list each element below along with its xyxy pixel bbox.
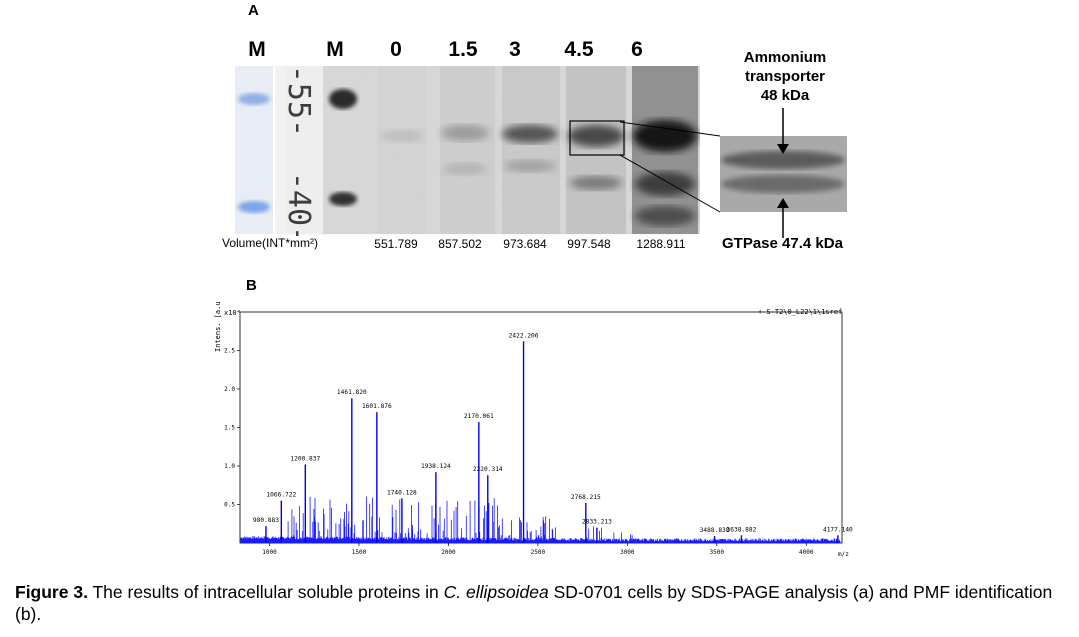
volume-value-4-5: 997.548 — [567, 237, 611, 251]
sds-page-gel-image: -55- -40- — [235, 66, 700, 236]
peak-label: 1200.837 — [290, 455, 320, 462]
peak-label: 2220.314 — [473, 466, 503, 473]
caption-figure-number: Figure 3. — [15, 582, 88, 602]
gtpase-callout: GTPase 47.4 kDa — [722, 235, 843, 252]
x-tick-label: 3500 — [710, 549, 725, 556]
peak-label: 2422.206 — [509, 332, 539, 339]
callout-line-3: 48 kDa — [760, 87, 810, 104]
peak-label: 2833.213 — [582, 519, 612, 526]
marker-label-40: -40- — [281, 172, 316, 236]
x-tick-label: 2500 — [531, 549, 546, 556]
volume-value-6: 1288.911 — [636, 237, 686, 251]
peak-label: 3638.882 — [727, 526, 757, 533]
callout-line-1: Ammonium — [743, 49, 827, 66]
panel-a-letter: A — [248, 2, 259, 19]
peak-label: 1601.876 — [362, 403, 392, 410]
volume-value-0: 551.789 — [374, 237, 418, 251]
peak-label: 1740.128 — [387, 489, 417, 496]
x-tick-label: 4000 — [799, 549, 814, 556]
marker-label-55: -55- — [281, 66, 316, 137]
x-tick-label: 2000 — [441, 549, 456, 556]
y-tick-label: 1.5 — [224, 425, 235, 432]
figure-caption: Figure 3. The results of intracellular s… — [15, 581, 1070, 625]
peak-label: 2768.215 — [571, 494, 601, 501]
y-tick-label: 1.0 — [224, 463, 235, 470]
peak-label: 3488.838 — [700, 527, 730, 534]
peak-label: 4177.140 — [823, 526, 853, 533]
lane-label-0: 0 — [390, 38, 402, 61]
band-arrows — [777, 108, 789, 238]
lane-label-6: 6 — [631, 38, 643, 61]
ammonium-transporter-callout: Ammonium transporter 48 kDa — [720, 48, 850, 105]
x-axis-unit: m/z — [838, 551, 849, 558]
zoom-connector-lines — [620, 121, 721, 213]
lane-label-4-5: 4.5 — [564, 38, 594, 61]
arrow-down-icon — [777, 144, 789, 154]
y-tick-label: 2.0 — [224, 386, 235, 393]
caption-text-2: SD-0701 cells by SDS-PAGE analysis (a) a… — [15, 582, 1053, 624]
volume-value-3: 973.684 — [503, 237, 547, 251]
lane-label-3: 3 — [509, 38, 521, 61]
lane-label-m2: M — [326, 38, 344, 61]
peak-label: 1938.124 — [421, 463, 451, 470]
spectrum-baseline — [240, 496, 841, 543]
caption-species: C. ellipsoidea — [443, 582, 549, 602]
x-tick-label: 3000 — [620, 549, 635, 556]
peak-label: 2170.061 — [464, 413, 494, 420]
volume-value-1-5: 857.502 — [438, 237, 482, 251]
panel-b-letter: B — [246, 277, 257, 294]
volume-label: Volume(INT*mm²) — [222, 236, 319, 250]
pmf-spectrum-chart: Intens. [a.u.] x10⁴ + S-T2\0_L22\1\1sref… — [214, 300, 853, 558]
y-axis-label: Intens. [a.u.] — [214, 300, 222, 352]
y-scale-label: x10⁴ — [224, 309, 241, 317]
x-tick-label: 1500 — [352, 549, 367, 556]
caption-text-1: The results of intracellular soluble pro… — [87, 582, 444, 602]
lane-label-1-5: 1.5 — [448, 38, 478, 61]
y-tick-label: 2.5 — [224, 348, 235, 355]
arrow-up-icon — [777, 198, 789, 208]
peak-label: 1461.820 — [337, 389, 367, 396]
peak-label: 980.883 — [253, 517, 279, 524]
peak-label: 1066.722 — [266, 492, 296, 499]
callout-line-2: transporter — [744, 68, 826, 85]
y-tick-label: 0.5 — [224, 502, 235, 509]
lane-label-m1: M — [248, 38, 266, 61]
x-tick-label: 1000 — [262, 549, 277, 556]
